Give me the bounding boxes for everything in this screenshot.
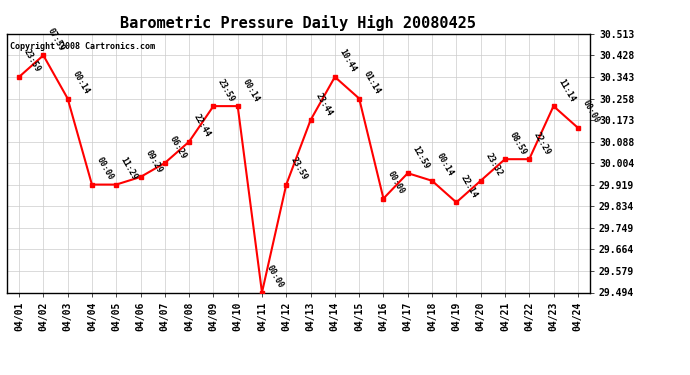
Text: 00:00: 00:00 [386,170,406,196]
Text: 11:29: 11:29 [119,156,139,182]
Text: 11:14: 11:14 [556,77,577,104]
Text: 08:59: 08:59 [508,130,528,156]
Text: 00:14: 00:14 [70,70,90,96]
Text: Copyright 2008 Cartronics.com: Copyright 2008 Cartronics.com [10,42,155,51]
Text: 22:14: 22:14 [459,173,480,200]
Text: 22:29: 22:29 [532,130,552,156]
Text: 01:14: 01:14 [362,70,382,96]
Text: 00:14: 00:14 [435,152,455,178]
Text: 23:59: 23:59 [216,77,237,104]
Text: 07:59: 07:59 [46,26,66,53]
Text: 00:00: 00:00 [95,156,115,182]
Text: 23:44: 23:44 [313,91,334,117]
Text: 23:32: 23:32 [484,152,504,178]
Text: 22:44: 22:44 [192,113,213,139]
Text: 06:29: 06:29 [168,134,188,160]
Text: 00:00: 00:00 [580,99,601,125]
Text: 12:59: 12:59 [411,144,431,170]
Text: 00:14: 00:14 [241,77,261,104]
Text: 09:29: 09:29 [144,148,164,174]
Text: 10:44: 10:44 [337,48,358,74]
Text: 23:59: 23:59 [22,48,42,74]
Text: 00:00: 00:00 [265,264,285,290]
Title: Barometric Pressure Daily High 20080425: Barometric Pressure Daily High 20080425 [121,15,476,31]
Text: 23:59: 23:59 [289,156,309,182]
